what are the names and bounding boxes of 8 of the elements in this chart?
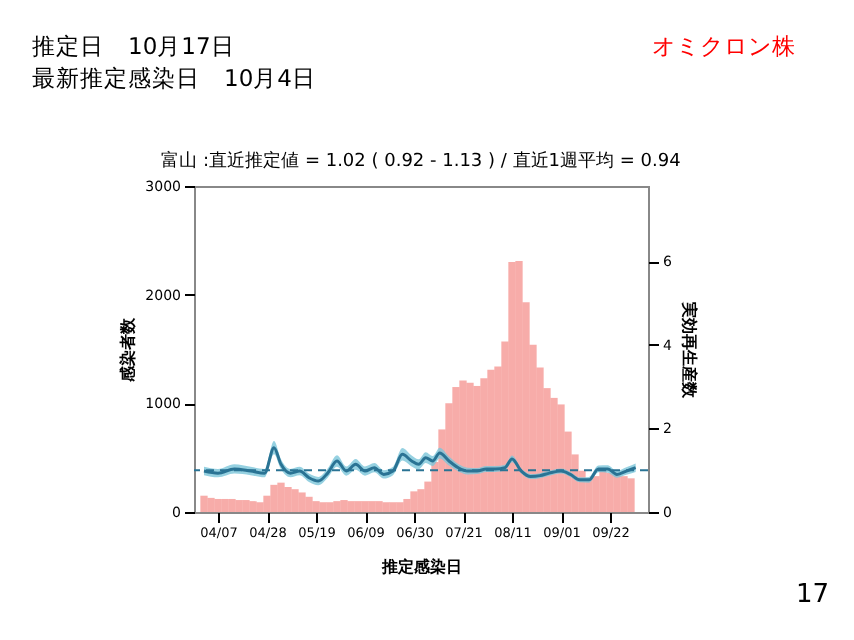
text: オミクロン株 <box>652 32 796 62</box>
text: 17 <box>796 580 830 610</box>
chart-title: 富山 :直近推定値 = 1.02 ( 0.92 - 1.13 ) / 直近1週平均 = 0.94 <box>161 150 682 172</box>
text: 最新推定感染日 10月4日 <box>32 64 316 94</box>
text: 推定日 10月17日 <box>32 32 235 62</box>
x-axis-title: 推定感染日 <box>380 556 462 576</box>
y2-axis-title: 実効再生産数 <box>679 300 700 400</box>
y-axis-title: 感染者数 <box>119 316 138 384</box>
